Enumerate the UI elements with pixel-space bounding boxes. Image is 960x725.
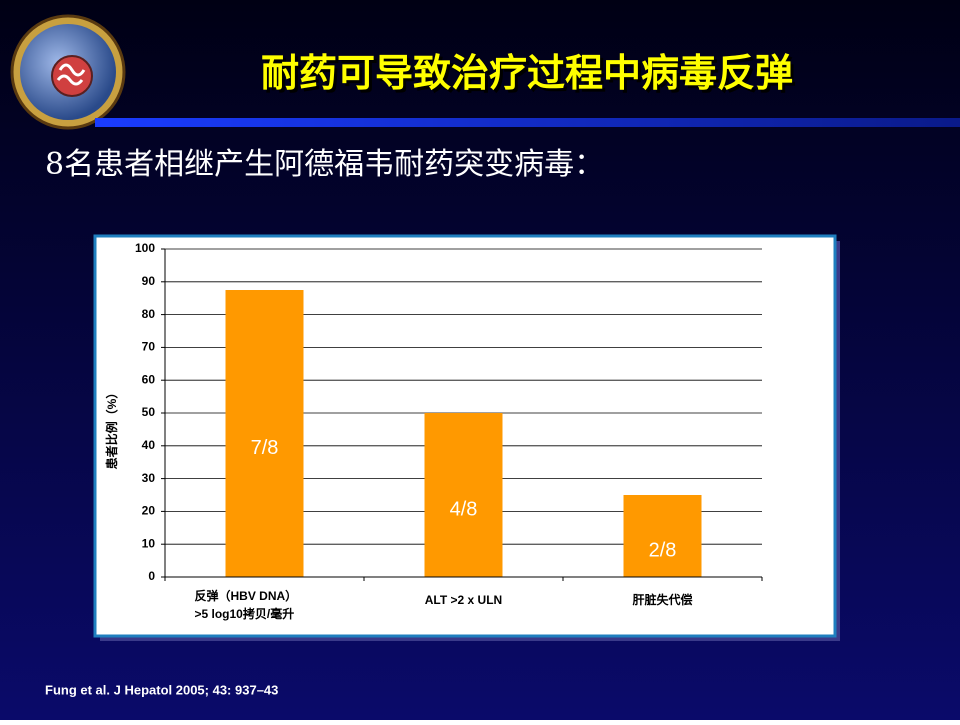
- y-tick-label: 20: [142, 504, 156, 518]
- y-tick-label: 0: [148, 569, 155, 583]
- y-tick-label: 60: [142, 372, 156, 386]
- bar: [225, 290, 304, 577]
- y-tick-label: 40: [142, 438, 156, 452]
- x-tick-label: >5 log10拷贝/毫升: [195, 606, 295, 621]
- virus-icon: [10, 14, 126, 130]
- value-label: 7/8: [251, 437, 279, 459]
- x-tick-label: 反弹（HBV DNA）: [195, 588, 298, 603]
- y-axis-label: 患者比例（%）: [104, 387, 119, 470]
- subtitle: 8名患者相继产生阿德福韦耐药突变病毒：: [45, 147, 604, 182]
- y-tick-label: 30: [142, 471, 156, 485]
- title: 耐药可导致治疗过程中病毒反弹: [261, 53, 793, 95]
- title-rule: [95, 118, 960, 127]
- y-tick-label: 50: [142, 405, 156, 419]
- y-tick-label: 10: [142, 536, 156, 550]
- value-label: 4/8: [450, 498, 478, 520]
- value-label: 2/8: [649, 539, 677, 561]
- y-tick-label: 90: [142, 274, 156, 288]
- title-shadow: 耐药可导致治疗过程中病毒反弹: [264, 56, 796, 98]
- citation: Fung et al. J Hepatol 2005; 43: 937–43: [45, 682, 278, 697]
- bar: [424, 413, 503, 577]
- y-tick-label: 80: [142, 307, 156, 321]
- x-tick-label: 肝脏失代偿: [632, 592, 692, 607]
- y-tick-label: 70: [142, 340, 156, 354]
- x-tick-label: ALT >2 x ULN: [425, 593, 502, 607]
- y-tick-label: 100: [135, 241, 155, 255]
- bar: [623, 495, 702, 577]
